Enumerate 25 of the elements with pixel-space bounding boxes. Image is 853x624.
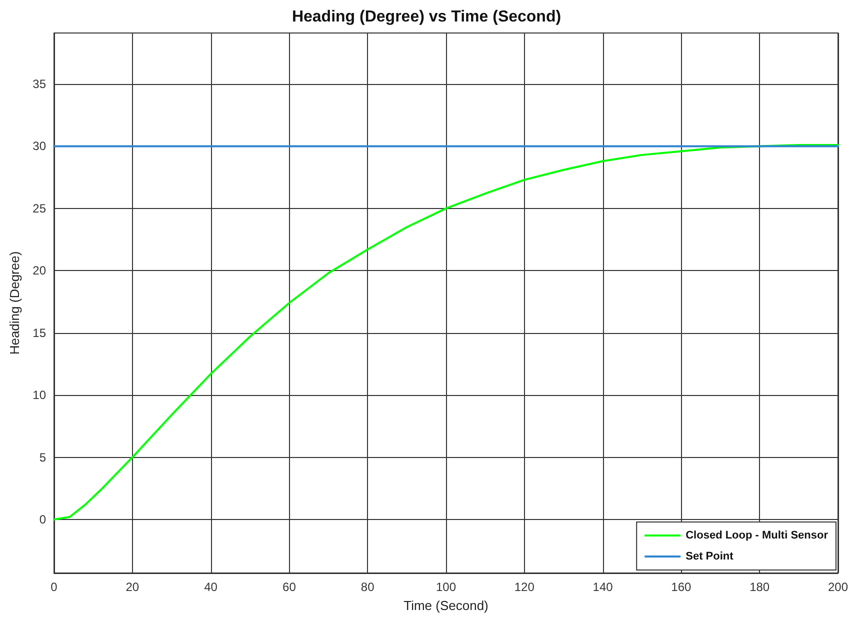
x-tick-label: 40 — [204, 580, 218, 594]
y-axis-title: Heading (Degree) — [7, 251, 22, 355]
y-tick-label: 30 — [32, 139, 46, 154]
y-tick-label: 10 — [32, 388, 46, 402]
legend-label: Set Point — [686, 550, 734, 562]
x-tick-label: 160 — [671, 580, 692, 594]
x-tick-label: 180 — [750, 580, 770, 594]
chart-title: Heading (Degree) vs Time (Second) — [292, 8, 562, 26]
y-tick-label: 25 — [32, 201, 46, 216]
x-tick-label: 200 — [828, 580, 848, 594]
x-tick-label: 140 — [592, 580, 614, 594]
y-tick-label: 5 — [39, 450, 46, 464]
x-tick-label: 20 — [126, 580, 140, 594]
legend-label: Closed Loop - Multi Sensor — [686, 530, 829, 542]
y-tick-label: 35 — [32, 77, 46, 92]
x-tick-label: 120 — [514, 580, 535, 594]
x-tick-label: 100 — [436, 580, 456, 594]
x-tick-label: 0 — [50, 580, 58, 594]
y-tick-label: 0 — [39, 512, 46, 526]
x-axis-title: Time (Second) — [404, 598, 488, 613]
x-tick-label: 60 — [282, 580, 296, 594]
line-series — [53, 144, 839, 520]
x-tick-label: 80 — [360, 580, 375, 594]
y-tick-label: 20 — [32, 264, 46, 278]
y-tick-label: 15 — [32, 326, 46, 340]
